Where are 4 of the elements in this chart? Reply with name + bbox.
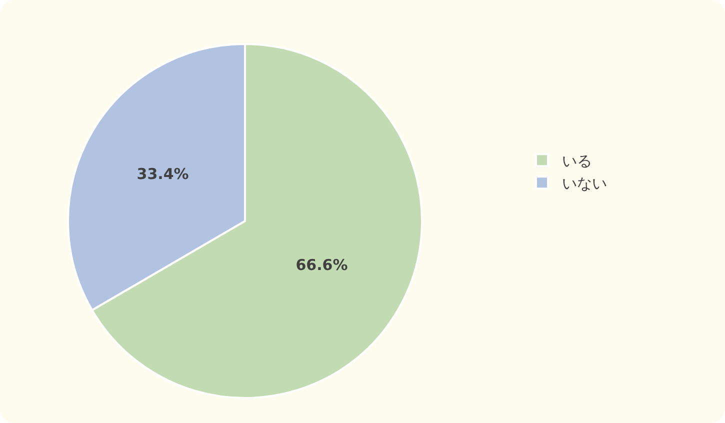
data-label: 33.4%: [136, 164, 189, 183]
data-label: 66.6%: [296, 256, 348, 274]
legend-label: いない: [562, 174, 607, 192]
legend-label: いる: [562, 152, 592, 170]
